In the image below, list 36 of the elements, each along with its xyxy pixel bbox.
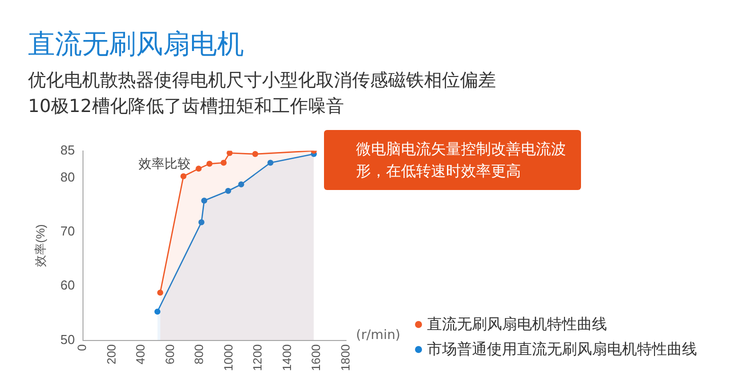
y-tick-label: 85 (60, 142, 75, 158)
x-tick-label: 1200 (250, 344, 265, 372)
chart-subtitle: 优化电机散热器使得电机尺寸小型化取消传感磁铁相位偏差 10极12槽化降低了齿槽扭矩和工作噪音 (28, 69, 496, 119)
y-axis-title: 效率(%) (34, 224, 48, 267)
legend-label: 市场普通使用直流无刷风扇电机特性曲线 (427, 340, 697, 359)
x-tick-label: 1800 (338, 344, 352, 372)
x-tick-label: 200 (104, 344, 118, 364)
point (238, 181, 244, 188)
point (198, 219, 204, 226)
legend-label: 直流无刷风扇电机特性曲线 (427, 315, 607, 334)
point (157, 290, 164, 296)
x-tick-label: 800 (192, 344, 206, 364)
point (220, 160, 227, 166)
x-tick-label: 600 (162, 344, 177, 364)
point (252, 151, 258, 158)
x-tick-label: 1600 (309, 344, 324, 372)
x-axis-title: (r/min) (356, 328, 400, 343)
x-tick-label: 1000 (221, 344, 236, 372)
y-tick-label: 80 (60, 169, 75, 184)
point (225, 188, 232, 194)
chart-title: 直流无刷风扇电机 (28, 28, 244, 62)
annotation: 效率比较 (138, 156, 191, 172)
y-tick-label: 50 (60, 332, 75, 347)
point (180, 173, 186, 180)
point (201, 198, 208, 204)
point (206, 160, 212, 167)
y-tick-label: 70 (60, 224, 75, 239)
text: 微电脑电流矢量控制改善电流波形，在低转速时效率更高 (356, 139, 567, 182)
point (226, 150, 233, 156)
point (267, 160, 274, 166)
point (154, 308, 160, 315)
point (196, 166, 202, 172)
y-tick-label: 60 (60, 278, 75, 293)
x-tick-label: 0 (75, 344, 90, 351)
x-tick-label: 1400 (280, 344, 294, 372)
x-tick-label: 400 (134, 344, 148, 364)
